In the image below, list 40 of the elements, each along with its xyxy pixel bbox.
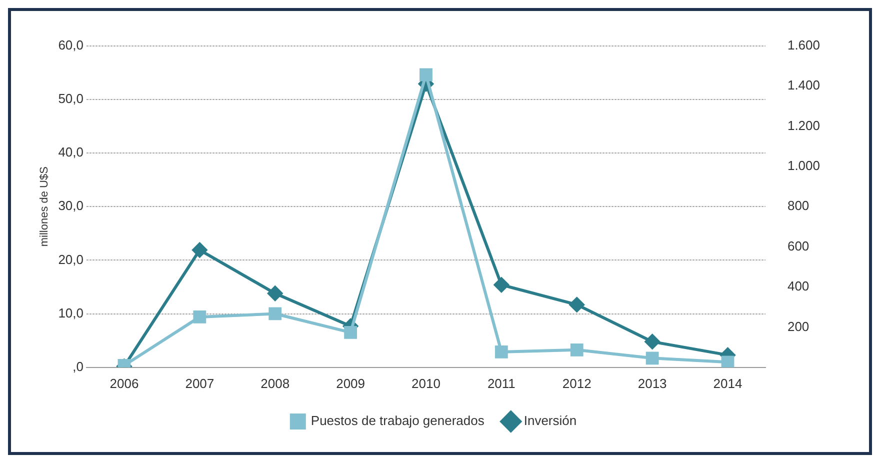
x-tick-label: 2011	[487, 376, 516, 391]
y-tick-label: 20,0	[58, 252, 84, 267]
x-tick-label: 2008	[260, 376, 290, 391]
y-tick-label: 50,0	[58, 90, 84, 106]
x-tick-label: 2009	[336, 376, 366, 391]
legend-label: Inversión	[524, 413, 577, 428]
x-tick-label: 2012	[562, 376, 592, 391]
point	[721, 356, 734, 368]
y2-tick-label: 1.600	[787, 37, 820, 52]
y-tick-label: 10,0	[58, 305, 84, 320]
point	[570, 343, 584, 356]
y2-tick-label: 1.000	[787, 158, 820, 173]
y-axis-title: millones de U$S	[38, 166, 51, 247]
y2-tick-label: 800	[787, 198, 810, 214]
y2-tick-label: 200	[787, 318, 810, 334]
point	[268, 286, 283, 301]
x-tick-label: 2010	[412, 376, 440, 391]
y2-tick-label: 600	[787, 238, 810, 254]
y2-tick-label: 1.400	[787, 78, 820, 93]
y2-tick-label: 1.200	[787, 118, 820, 133]
point	[644, 334, 660, 350]
point	[344, 326, 357, 339]
x-tick-label: 2007	[185, 376, 214, 391]
legend-label: Puestos de trabajo generados	[310, 413, 485, 428]
point	[494, 277, 509, 292]
y-tick-label: 30,0	[58, 198, 84, 214]
point	[268, 307, 282, 320]
x-tick-label: 2014	[713, 376, 742, 391]
y-tick-label: 60,0	[58, 37, 84, 52]
y-tick-label: ,0	[72, 358, 84, 374]
point	[494, 345, 508, 358]
y2-tick-label: 400	[787, 278, 810, 294]
point	[193, 310, 206, 324]
x-tick-label: 2006	[110, 376, 139, 391]
x-tick-label: 2013	[638, 376, 667, 391]
y-tick-label: 40,0	[58, 144, 84, 160]
point	[420, 68, 432, 82]
point	[569, 297, 584, 312]
point	[646, 352, 659, 365]
point	[192, 242, 208, 258]
